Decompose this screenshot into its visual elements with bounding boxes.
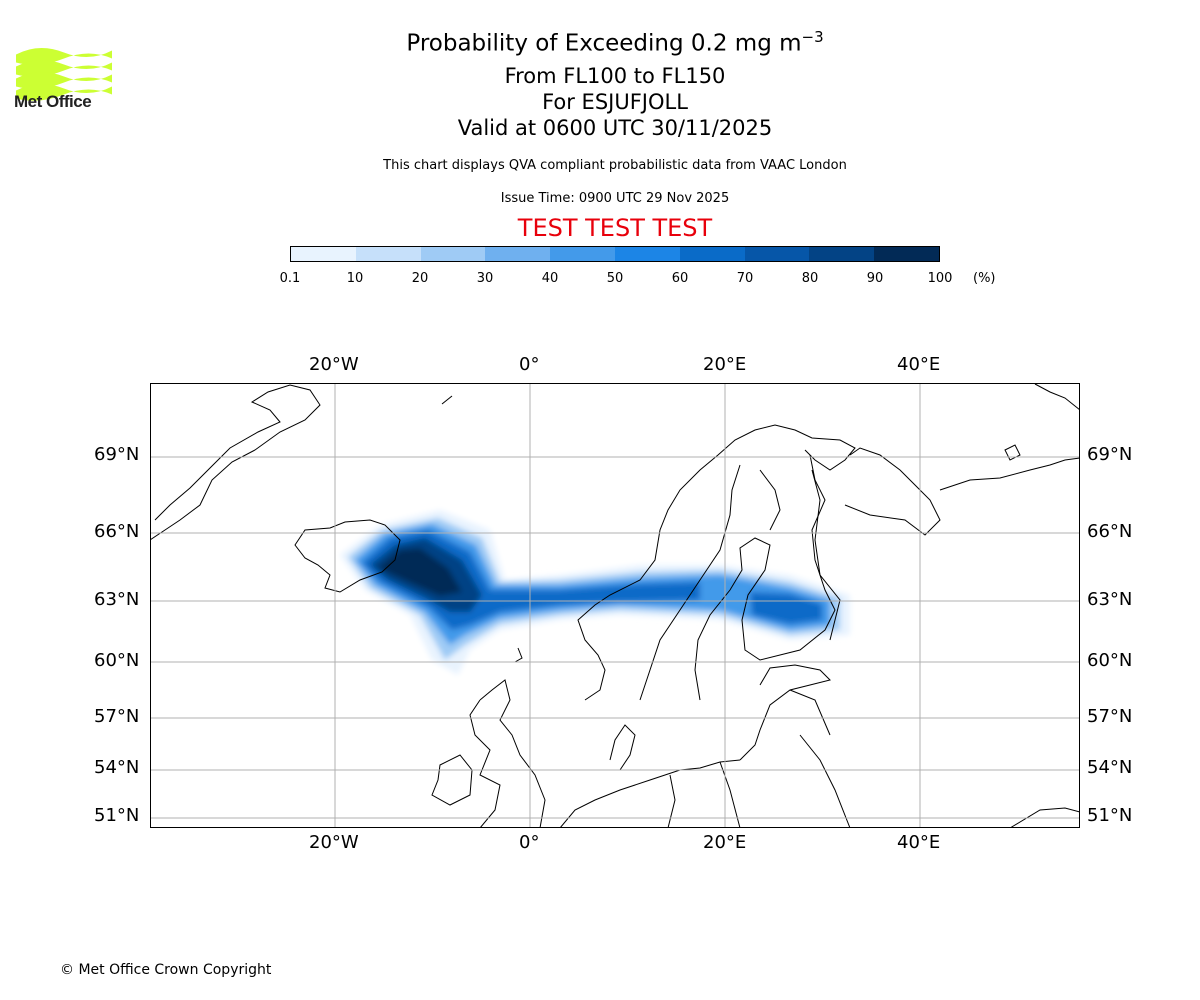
coast-ireland (431, 754, 473, 806)
lat-label-left: 57°N (94, 706, 140, 727)
coast-sweden-finland (694, 454, 836, 701)
ash-plume (340, 510, 850, 675)
lat-label-right: 51°N (1087, 805, 1133, 826)
colorbar-bin (420, 247, 486, 261)
colorbar-tick: 20 (411, 271, 429, 286)
lat-label-right: 63°N (1087, 589, 1133, 610)
border-europe-1 (667, 774, 676, 828)
coast-continent (559, 759, 741, 828)
lon-label-bottom: 0° (519, 832, 540, 853)
lon-label-top: 0° (519, 354, 540, 375)
coast-novaya-zemlya (1034, 383, 1080, 411)
logo-text: Met Office (14, 92, 92, 111)
test-banner: TEST TEST TEST (517, 214, 713, 242)
border-norway-sweden (639, 464, 741, 701)
coast-greenland (150, 384, 321, 541)
lon-label-bottom: 20°W (309, 832, 359, 853)
colorbar-tick: 80 (801, 271, 819, 286)
colorbar-bin (355, 247, 421, 261)
coast-norway (577, 424, 856, 701)
chart-title: Probability of Exceeding 0.2 mg m−3 (406, 28, 824, 57)
colorbar-bin (809, 247, 875, 261)
lat-label-left: 54°N (94, 757, 140, 778)
colorbar-tick: 30 (476, 271, 494, 286)
colorbar-bin (874, 247, 939, 261)
coast-russia-east (1009, 807, 1080, 828)
colorbar-bin (614, 247, 680, 261)
issue-time: Issue Time: 0900 UTC 29 Nov 2025 (500, 191, 730, 206)
lon-label-top: 20°W (309, 354, 359, 375)
colorbar-tick: 10 (346, 271, 364, 286)
colorbar-bin (744, 247, 810, 261)
lon-label-bottom: 20°E (703, 832, 747, 853)
lat-label-left: 51°N (94, 805, 140, 826)
coast-kola (844, 447, 941, 536)
met-office-logo (16, 47, 112, 101)
gridlines (150, 383, 1080, 828)
volcano-name: For ESJUFJOLL (542, 90, 688, 114)
colorbar-bin (550, 247, 615, 261)
coast-jan-mayen (441, 395, 453, 405)
coast-baltic (739, 664, 831, 761)
lon-label-bottom: 40°E (897, 832, 941, 853)
coast-iceland (294, 519, 401, 593)
colorbar-bin (485, 247, 551, 261)
coast-britain (479, 679, 546, 828)
colorbar-tick: 70 (736, 271, 754, 286)
colorbar-bin (291, 247, 356, 261)
map-frame (150, 383, 1080, 828)
colorbar-bin (679, 247, 745, 261)
colorbar (290, 246, 940, 262)
chart-description: This chart displays QVA compliant probab… (383, 158, 847, 173)
copyright: © Met Office Crown Copyright (60, 962, 272, 978)
colorbar-unit: (%) (973, 271, 996, 286)
valid-time: Valid at 0600 UTC 30/11/2025 (457, 116, 773, 140)
border-finland-russia (811, 469, 841, 641)
lat-label-right: 69°N (1087, 444, 1133, 465)
lon-label-top: 20°E (703, 354, 747, 375)
colorbar-tick: 100 (927, 271, 953, 286)
lat-label-right: 57°N (1087, 706, 1133, 727)
lat-label-right: 66°N (1087, 521, 1133, 542)
colorbar-tick: 60 (671, 271, 689, 286)
lat-label-left: 63°N (94, 589, 140, 610)
lat-label-right: 60°N (1087, 650, 1133, 671)
lon-label-top: 40°E (897, 354, 941, 375)
flight-levels: From FL100 to FL150 (504, 64, 726, 88)
colorbar-tick: 40 (541, 271, 559, 286)
border-sweden-finland (759, 469, 781, 531)
coast-faroes (514, 647, 523, 663)
coast-russia-north (939, 457, 1080, 491)
colorbar-tick: 50 (606, 271, 624, 286)
lat-label-left: 60°N (94, 650, 140, 671)
border-europe-4 (789, 689, 831, 736)
lat-label-left: 66°N (94, 521, 140, 542)
colorbar-ticks: 0.1 10 20 30 40 50 60 70 80 90 100 (0, 271, 1200, 287)
border-europe-3 (799, 734, 851, 828)
lat-label-left: 69°N (94, 444, 140, 465)
coast-denmark (609, 724, 636, 771)
lat-label-right: 54°N (1087, 757, 1133, 778)
colorbar-tick: 90 (866, 271, 884, 286)
colorbar-tick: 0.1 (279, 271, 301, 286)
coastlines (150, 383, 1080, 828)
border-europe-2 (719, 761, 741, 828)
